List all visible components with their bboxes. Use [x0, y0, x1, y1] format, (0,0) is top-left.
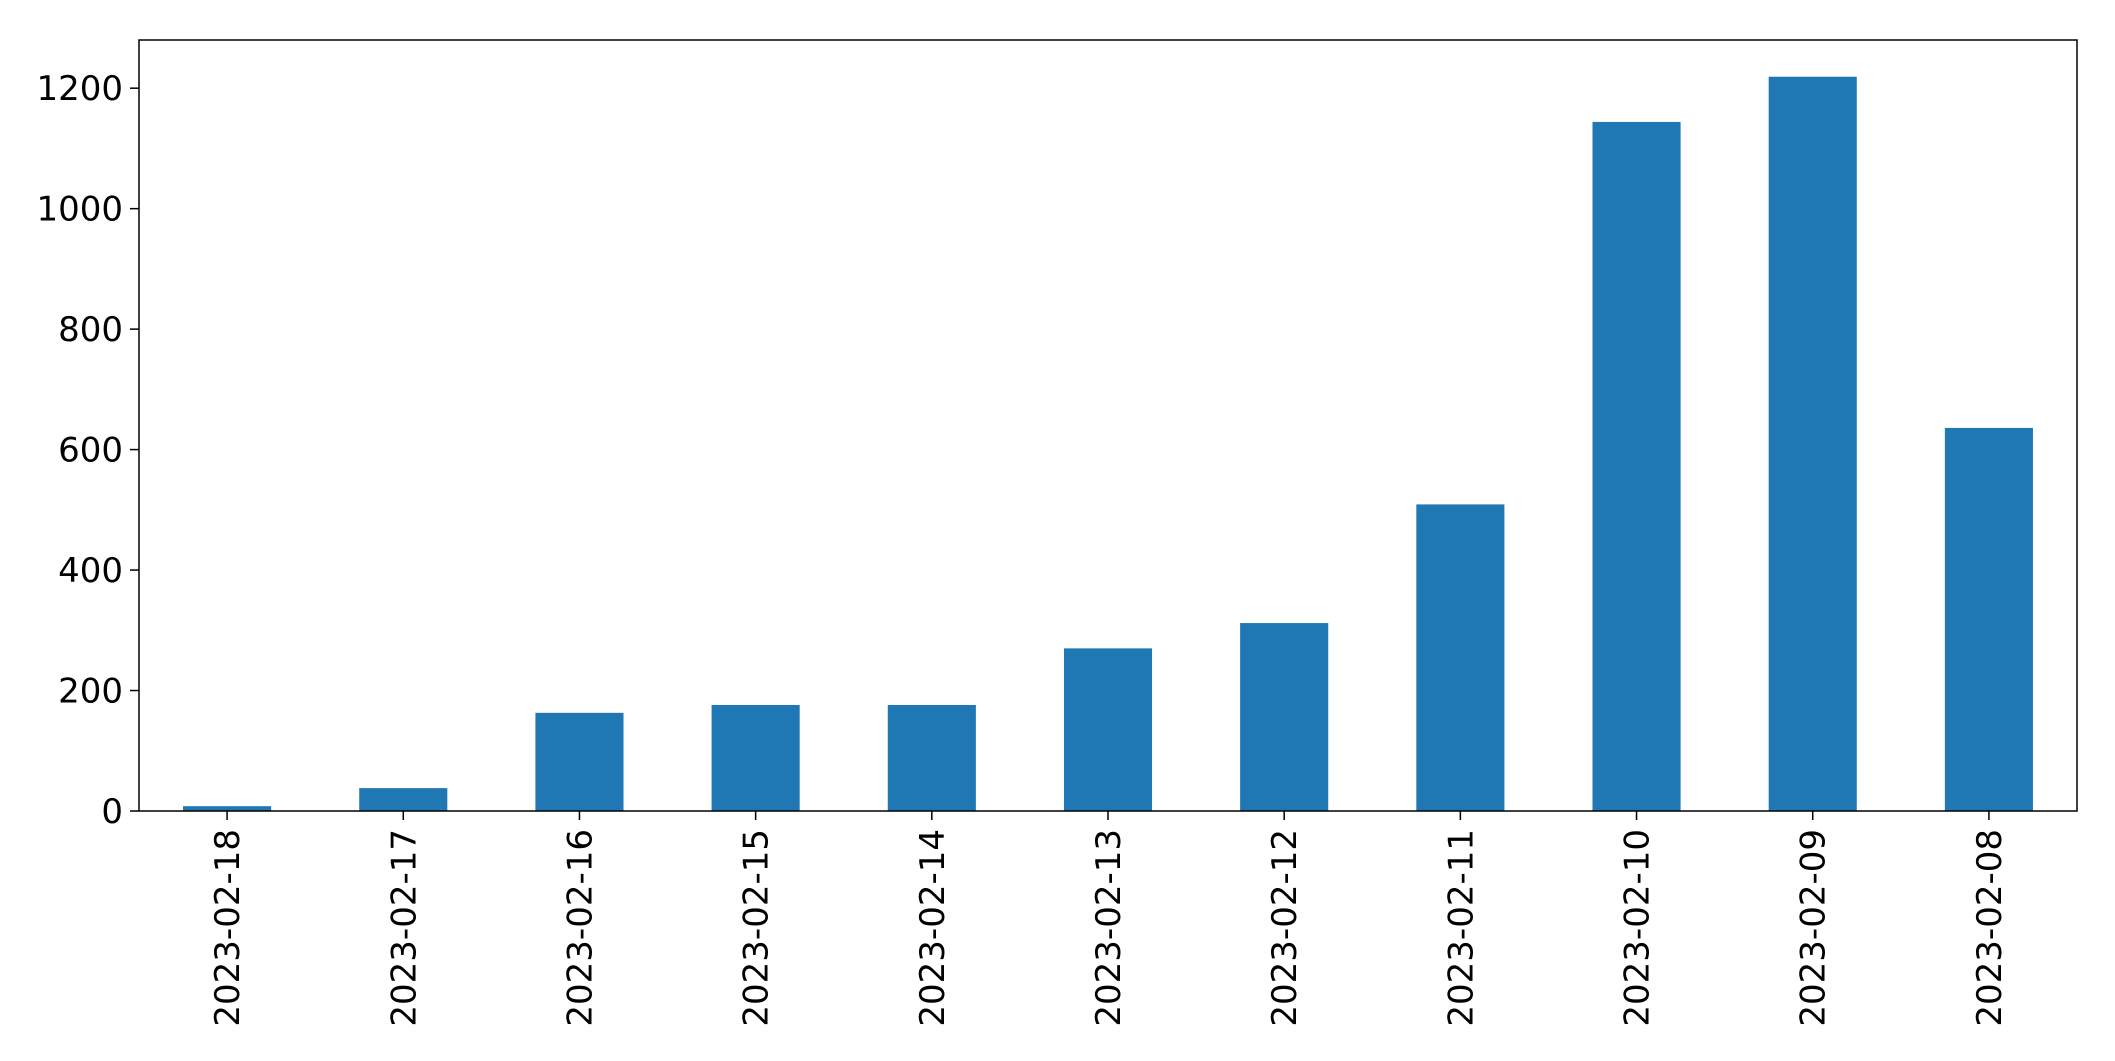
- x-tick-label: 2023-02-17: [384, 829, 424, 1027]
- bar-2023-02-11: [1416, 504, 1505, 811]
- y-axis: 0 200 400 600 800 1000 1200: [36, 69, 139, 832]
- x-tick-label: 2023-02-11: [1441, 829, 1481, 1027]
- y-tick-label: 800: [58, 310, 123, 350]
- y-tick-label: 1200: [36, 69, 123, 109]
- bar-2023-02-16: [535, 712, 624, 811]
- bar-2023-02-10: [1592, 121, 1681, 811]
- bar-2023-02-09: [1768, 76, 1857, 811]
- y-tick-label: 0: [101, 792, 123, 832]
- y-tick-label: 200: [58, 672, 123, 712]
- x-tick-label: 2023-02-16: [560, 829, 600, 1027]
- y-tick-label: 600: [58, 431, 123, 471]
- y-tick-label: 400: [58, 551, 123, 591]
- bar-2023-02-17: [359, 788, 448, 811]
- bar-2023-02-12: [1240, 623, 1329, 811]
- bar-2023-02-14: [887, 704, 976, 811]
- x-tick-label: 2023-02-08: [1970, 829, 2010, 1027]
- x-tick-label: 2023-02-10: [1618, 829, 1658, 1027]
- x-axis: 2023-02-18 2023-02-17 2023-02-16 2023-02-15…: [208, 811, 2010, 1027]
- plot-frame: [138, 39, 2078, 812]
- bar-2023-02-15: [711, 704, 800, 811]
- x-tick-label: 2023-02-09: [1794, 829, 1834, 1027]
- x-tick-label: 2023-02-15: [737, 829, 777, 1027]
- bar-2023-02-08: [1944, 427, 2033, 811]
- x-tick-label: 2023-02-14: [913, 829, 953, 1027]
- x-tick-label: 2023-02-13: [1089, 829, 1129, 1027]
- x-tick-label: 2023-02-18: [208, 829, 248, 1027]
- bar-2023-02-18: [183, 806, 272, 811]
- bar-2023-02-13: [1063, 648, 1153, 811]
- y-tick-label: 1000: [36, 190, 123, 230]
- x-tick-label: 2023-02-12: [1265, 829, 1305, 1027]
- bars-group: [183, 76, 2033, 811]
